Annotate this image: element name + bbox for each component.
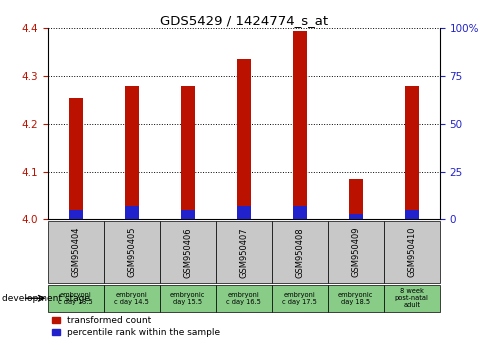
Bar bbox=[293, 31, 307, 219]
Bar bbox=[125, 206, 139, 219]
Bar bbox=[237, 206, 251, 219]
Text: embryoni
c day 17.5: embryoni c day 17.5 bbox=[282, 292, 317, 305]
Bar bbox=[160, 221, 216, 283]
Bar bbox=[216, 221, 272, 283]
Bar bbox=[181, 86, 195, 219]
Text: GSM950410: GSM950410 bbox=[407, 227, 416, 278]
Bar bbox=[272, 221, 328, 283]
Bar bbox=[384, 221, 440, 283]
Bar bbox=[69, 98, 83, 219]
Bar bbox=[405, 86, 419, 219]
Text: GSM950407: GSM950407 bbox=[239, 227, 248, 278]
Title: GDS5429 / 1424774_s_at: GDS5429 / 1424774_s_at bbox=[160, 14, 328, 27]
Text: GSM950405: GSM950405 bbox=[127, 227, 136, 278]
Bar bbox=[237, 59, 251, 219]
Bar bbox=[69, 210, 83, 219]
Bar bbox=[104, 285, 160, 312]
Bar bbox=[384, 285, 440, 312]
Bar bbox=[349, 214, 363, 219]
Text: embryonic
day 15.5: embryonic day 15.5 bbox=[170, 292, 206, 305]
Bar bbox=[349, 179, 363, 219]
Legend: transformed count, percentile rank within the sample: transformed count, percentile rank withi… bbox=[52, 316, 220, 337]
Text: GSM950409: GSM950409 bbox=[351, 227, 360, 278]
Bar bbox=[104, 221, 160, 283]
Bar bbox=[160, 285, 216, 312]
Bar bbox=[328, 221, 384, 283]
Bar bbox=[293, 206, 307, 219]
Bar bbox=[405, 210, 419, 219]
Text: embryonic
day 18.5: embryonic day 18.5 bbox=[338, 292, 373, 305]
Bar bbox=[125, 86, 139, 219]
Text: development stage: development stage bbox=[2, 294, 90, 303]
Text: embryoni
c day 14.5: embryoni c day 14.5 bbox=[114, 292, 149, 305]
Text: GSM950408: GSM950408 bbox=[295, 227, 304, 278]
Bar bbox=[272, 285, 328, 312]
Bar bbox=[328, 285, 384, 312]
Text: 8 week
post-natal
adult: 8 week post-natal adult bbox=[395, 288, 429, 308]
Text: embryoni
c day 13.5: embryoni c day 13.5 bbox=[58, 292, 93, 305]
Bar bbox=[181, 210, 195, 219]
Bar bbox=[48, 221, 104, 283]
Text: GSM950404: GSM950404 bbox=[71, 227, 80, 278]
Text: embryoni
c day 16.5: embryoni c day 16.5 bbox=[227, 292, 261, 305]
Bar bbox=[216, 285, 272, 312]
Bar bbox=[48, 285, 104, 312]
Text: GSM950406: GSM950406 bbox=[183, 227, 192, 278]
